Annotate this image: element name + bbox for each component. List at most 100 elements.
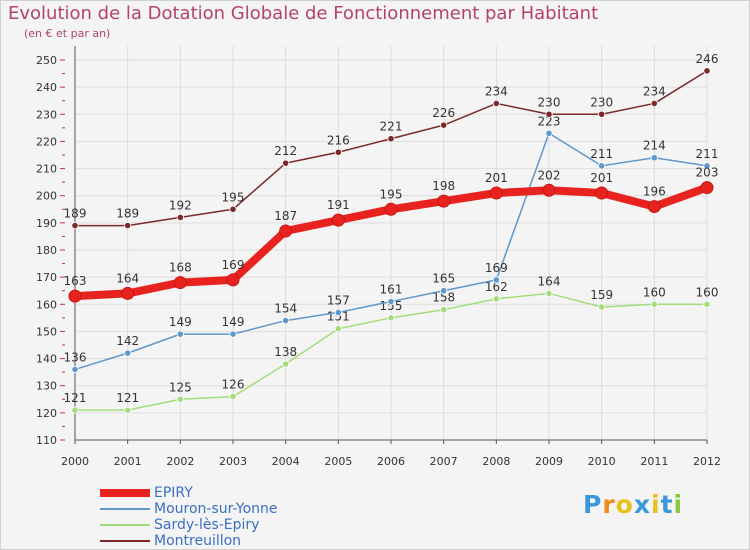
y-tick-label: 160 [36, 298, 57, 311]
data-label: 211 [696, 147, 719, 161]
data-label: 160 [643, 285, 666, 299]
data-point [124, 349, 132, 357]
legend-label-mouron: Mouron-sur-Yonne [154, 501, 278, 517]
data-label: 154 [274, 302, 297, 316]
legend-swatch-montreuillon [100, 540, 150, 542]
data-label: 168 [169, 261, 192, 275]
x-tick-label: 2012 [693, 455, 721, 468]
data-point [650, 154, 658, 162]
data-label: 191 [327, 198, 350, 212]
data-point [282, 316, 290, 325]
data-point [384, 202, 398, 216]
x-tick-label: 2010 [588, 455, 616, 468]
data-point [598, 110, 606, 118]
data-point [229, 392, 237, 401]
data-point [440, 121, 448, 129]
data-label: 195 [222, 190, 245, 204]
data-label: 211 [590, 147, 613, 161]
logo-letter: i [651, 490, 661, 519]
x-tick-label: 2004 [272, 455, 300, 468]
data-point [226, 273, 240, 287]
x-tick-label: 2001 [114, 455, 142, 468]
data-point [437, 194, 451, 208]
data-label: 162 [485, 280, 508, 294]
logo-letter: r [602, 490, 616, 519]
data-label: 202 [538, 168, 561, 182]
data-point [68, 289, 82, 303]
data-point [282, 159, 290, 167]
data-point [440, 287, 448, 295]
data-point [334, 308, 342, 317]
data-point [545, 110, 553, 118]
data-point [176, 330, 184, 338]
data-point [703, 162, 711, 170]
data-point [121, 286, 135, 300]
data-label: 125 [169, 380, 192, 394]
data-point [595, 186, 609, 200]
data-point [598, 162, 606, 170]
data-label: 196 [643, 185, 666, 199]
data-label: 226 [432, 106, 455, 120]
data-point [124, 406, 132, 414]
data-point [545, 289, 553, 298]
logo-letter: o [615, 490, 634, 519]
y-tick-label: 140 [36, 353, 57, 366]
data-point [71, 221, 79, 230]
data-point [279, 224, 293, 238]
data-point [492, 276, 500, 284]
data-point [492, 295, 500, 303]
data-label: 157 [327, 293, 350, 307]
data-point [282, 360, 290, 368]
data-label: 158 [432, 291, 455, 305]
data-label: 230 [538, 95, 561, 109]
data-point [176, 395, 184, 403]
proxiti-logo[interactable]: Proxiti [583, 490, 683, 519]
y-tick-label: 250 [36, 54, 57, 67]
logo-letter: x [633, 490, 651, 519]
x-tick-label: 2006 [377, 455, 405, 468]
y-tick-label: 110 [36, 434, 57, 447]
data-label: 138 [274, 345, 297, 359]
x-tick-label: 2009 [535, 455, 563, 468]
data-point [542, 183, 556, 197]
data-label: 212 [274, 144, 297, 158]
data-point [229, 330, 237, 338]
data-label: 246 [696, 52, 719, 66]
data-point [492, 99, 500, 108]
data-point [229, 205, 237, 213]
chart-subtitle: (en € et par an) [24, 27, 111, 40]
data-label: 164 [116, 271, 139, 285]
data-label: 198 [432, 179, 455, 193]
data-point [647, 200, 661, 214]
data-point [71, 365, 79, 374]
legend-swatch-sardy [100, 524, 150, 526]
data-label: 214 [643, 139, 666, 153]
data-label: 126 [222, 378, 245, 392]
data-label: 189 [64, 207, 87, 221]
data-point [703, 67, 711, 75]
logo-letter: t [660, 490, 674, 519]
data-point [703, 300, 711, 308]
data-label: 201 [485, 171, 508, 185]
data-label: 187 [274, 209, 297, 223]
legend-label-epiry: EPIRY [154, 485, 193, 501]
y-tick-label: 130 [36, 380, 57, 393]
data-label: 221 [380, 120, 403, 134]
legend-swatch-mouron [100, 508, 150, 510]
y-tick-label: 200 [36, 190, 57, 203]
y-tick-label: 180 [36, 244, 57, 257]
data-label: 192 [169, 198, 192, 212]
data-point [489, 186, 503, 200]
x-tick-label: 2008 [482, 455, 510, 468]
data-point [334, 325, 342, 333]
y-tick-label: 220 [36, 135, 57, 148]
data-label: 121 [116, 391, 139, 405]
data-label: 189 [116, 207, 139, 221]
logo-letter: i [673, 490, 684, 519]
data-label: 203 [696, 166, 719, 180]
y-tick-label: 210 [36, 163, 57, 176]
data-point [124, 221, 132, 230]
y-tick-label: 230 [36, 108, 57, 121]
data-label: 165 [432, 272, 455, 286]
